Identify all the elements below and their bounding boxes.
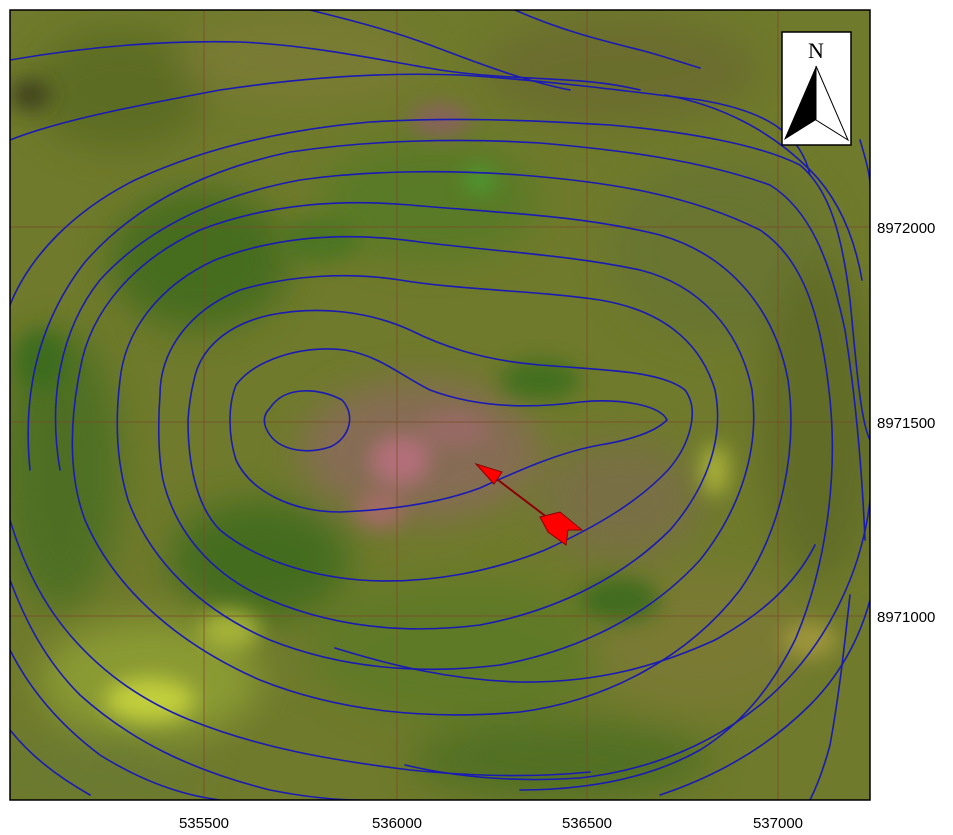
contour-line [10,579,361,800]
contour-line [809,594,851,800]
contour-line [514,10,701,69]
north-letter: N [808,38,824,63]
contour-line [334,544,816,683]
north-arrow: N [781,31,852,146]
x-tick-label-535500: 535500 [179,815,229,832]
y-tick-label-8971500: 8971500 [877,415,935,432]
x-tick-label-536500: 536500 [562,815,612,832]
contour-line [157,274,719,630]
contour-line [263,390,351,452]
contour-line [187,309,693,582]
contour-line [10,118,870,441]
contour-lines [10,10,870,800]
contour-line [309,10,571,91]
contour-line [54,170,834,791]
y-axis-labels: 8972000 8971500 8971000 [877,220,935,626]
contour-line [229,348,668,513]
contour-line [27,139,866,541]
map-frame [9,9,871,801]
contour-line [10,73,811,176]
contour-line [664,94,863,281]
flow-direction-arrow [474,462,584,546]
contour-line [10,649,221,800]
x-tick-label-536000: 536000 [372,815,422,832]
contour-line [116,235,755,671]
y-tick-label-8971000: 8971000 [877,609,935,626]
satellite-imagery [10,10,870,800]
x-tick-label-537000: 537000 [753,815,803,832]
y-tick-label-8972000: 8972000 [877,220,935,237]
contour-line [659,599,870,796]
contour-line [10,729,91,796]
contour-line [404,499,870,781]
contour-line [71,201,792,716]
x-axis-labels: 535500 536000 536500 537000 [179,815,803,832]
contour-line [10,40,641,91]
contour-line [10,519,591,777]
